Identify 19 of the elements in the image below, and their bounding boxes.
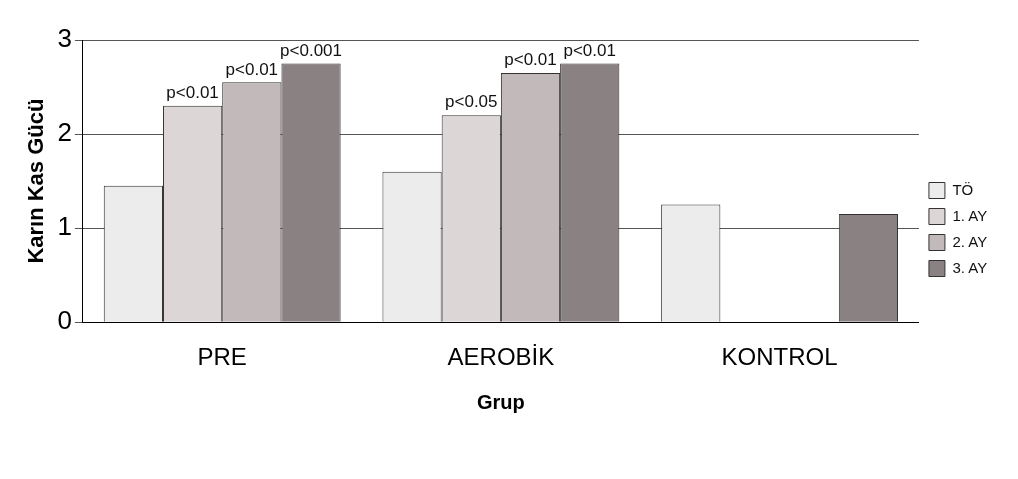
- annotation: p<0.01: [166, 83, 219, 103]
- annotation: p<0.001: [280, 40, 343, 60]
- legend-label: 1. AY: [952, 206, 988, 224]
- annotation: p<0.01: [504, 50, 557, 70]
- annotation: p<0.05: [445, 92, 498, 112]
- x-tick-label: KONTROL: [721, 343, 838, 371]
- annotation: p<0.01: [563, 40, 616, 60]
- annotation: p<0.01: [225, 59, 279, 79]
- y-tick-label: 0: [57, 305, 72, 336]
- y-axis-title: Karın Kas Gücü: [23, 98, 49, 264]
- legend-label: 3. AY: [952, 258, 988, 276]
- legend-label: TÖ: [952, 180, 974, 198]
- y-tick-label: 3: [57, 23, 72, 54]
- x-tick-label: PRE: [197, 343, 247, 371]
- y-tick-label: 2: [57, 117, 72, 148]
- legend-label: 2. AY: [952, 232, 988, 250]
- x-tick-label: AEROBİK: [447, 343, 555, 371]
- x-axis-title: Grup: [477, 390, 525, 413]
- y-tick-label: 1: [57, 211, 72, 242]
